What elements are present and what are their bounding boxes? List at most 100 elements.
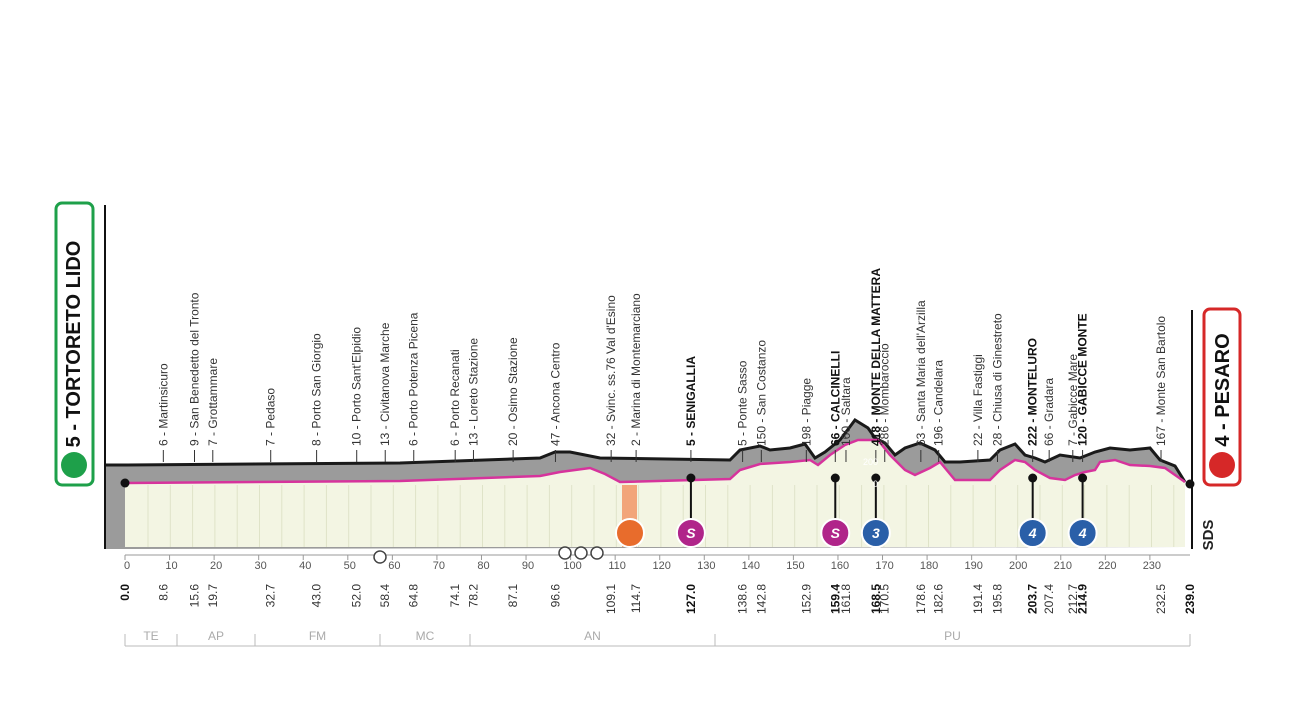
waypoint-name: 22 - Villa Fastiggi <box>971 354 985 446</box>
km-label: 159.4 <box>828 584 842 614</box>
waypoint-name: 2 - Marina di Montemarciano <box>629 293 643 446</box>
km-label: 152.9 <box>799 584 813 614</box>
km-label: 64.8 <box>407 584 421 608</box>
km-label: 52.0 <box>350 584 364 608</box>
region-label: TE <box>143 629 158 643</box>
marker-text: 4 <box>1028 525 1037 541</box>
km-tick-label: 0 <box>124 560 130 572</box>
marker-text: 4 <box>1078 525 1087 541</box>
waypoint-name: 6 - Porto Recanati <box>448 349 462 446</box>
waypoint-name: 198 - Piagge <box>799 378 813 446</box>
altitude-label: 200 <box>863 457 878 467</box>
km-label: 170.5 <box>878 584 892 614</box>
km-tick-label: 150 <box>786 560 804 572</box>
waypoint-name: 418 - MONTE DELLA MATTERA <box>869 268 883 446</box>
tunnel-icon <box>558 546 572 560</box>
waypoint-name: 66 - CALCINELLI <box>828 351 842 446</box>
waypoint-name: 13 - Loreto Stazione <box>466 338 480 446</box>
region-label: FM <box>309 629 326 643</box>
waypoint-name: 10 - Porto Sant'Elpidio <box>350 327 364 446</box>
km-label: 207.4 <box>1042 584 1056 614</box>
km-label: 239.0 <box>1183 584 1197 614</box>
km-tick-label: 200 <box>1009 560 1027 572</box>
km-tick-label: 20 <box>210 560 222 572</box>
marker <box>675 518 706 548</box>
km-label: 78.2 <box>466 584 480 608</box>
waypoint-name: 7 - Grottammare <box>206 358 220 446</box>
km-tick-label: 160 <box>831 560 849 572</box>
start-icon <box>61 452 87 478</box>
km-tick-label: 190 <box>964 560 982 572</box>
km-tick-label: 230 <box>1143 560 1161 572</box>
waypoint-name: 20 - Osimo Stazione <box>506 337 520 446</box>
waypoint-name: 222 - MONTELURO <box>1026 338 1040 446</box>
km-label: 191.4 <box>971 584 985 614</box>
waypoint-name: 9 - San Benedetto del Tronto <box>188 292 202 446</box>
km-tick-label: 130 <box>697 560 715 572</box>
marker-dot <box>871 473 881 483</box>
km-tick-label: 140 <box>742 560 760 572</box>
km-label: 178.6 <box>914 584 928 614</box>
km-label: 195.8 <box>990 584 1004 614</box>
region-label: PU <box>944 629 961 643</box>
km-label: 109.1 <box>604 584 618 614</box>
km-label: 142.8 <box>754 584 768 614</box>
marker-text: S <box>686 525 696 541</box>
km-label: 87.1 <box>506 584 520 608</box>
km-label: 161.8 <box>839 584 853 614</box>
waypoint-name: 28 - Chiusa di Ginestreto <box>990 313 1004 446</box>
waypoint-name: 13 - Civitanova Marche <box>378 322 392 446</box>
km-tick-label: 40 <box>299 560 311 572</box>
km-tick-label: 60 <box>388 560 400 572</box>
finish-box <box>1202 307 1242 487</box>
altitude-label: 0 <box>873 479 878 489</box>
altitude-line <box>124 438 1186 485</box>
region-label: MC <box>416 629 435 643</box>
marker <box>820 518 851 548</box>
km-label: 8.6 <box>156 584 170 601</box>
region-label: AN <box>584 629 601 643</box>
finish-icon <box>1209 452 1235 478</box>
waypoint-name: 150 - San Costanzo <box>754 340 768 446</box>
start-label: 5 - TORTORETO LIDO <box>63 241 85 448</box>
waypoint-name: 6 - Porto Potenza Picena <box>407 312 421 446</box>
profile-base <box>125 440 1185 547</box>
waypoint-name: 196 - Candelara <box>932 360 946 446</box>
waypoint-name: 6 - Martinsicuro <box>156 363 170 446</box>
marker-text: S <box>831 525 841 541</box>
tunnel-icon <box>373 550 387 564</box>
waypoint-name: 286 - Mombaroccio <box>878 343 892 446</box>
km-label: 58.4 <box>378 584 392 608</box>
km-tick-label: 210 <box>1054 560 1072 572</box>
km-tick-label: 70 <box>433 560 445 572</box>
km-label: 214.9 <box>1076 584 1090 614</box>
km-label: 15.6 <box>188 584 202 608</box>
waypoint-name: 47 - Ancona Centro <box>548 342 562 446</box>
km-label: 232.5 <box>1154 584 1168 614</box>
km-tick-label: 50 <box>344 560 356 572</box>
km-tick-label: 90 <box>522 560 534 572</box>
marker <box>860 518 891 548</box>
km-label: 43.0 <box>310 584 324 608</box>
feed-icon <box>615 518 645 548</box>
km-label: 212.7 <box>1066 584 1080 614</box>
marker-text: 3 <box>872 525 880 541</box>
waypoint-name: 32 - Svinc. ss.76 Val d'Esino <box>604 295 618 446</box>
waypoint-name: 120 - GABICCE MONTE <box>1076 313 1090 446</box>
km-tick-label: 80 <box>477 560 489 572</box>
km-label: 182.6 <box>932 584 946 614</box>
km-label: 203.7 <box>1026 584 1040 614</box>
km-label: 96.6 <box>548 584 562 608</box>
km-label: 32.7 <box>264 584 278 608</box>
km-tick-label: 170 <box>875 560 893 572</box>
km-label: 127.0 <box>684 584 698 614</box>
km-label: 114.7 <box>629 584 643 613</box>
waypoint-name: 7 - Pedaso <box>264 388 278 446</box>
km-label: 138.6 <box>736 584 750 614</box>
km-tick-label: 100 <box>563 560 581 572</box>
km-dot <box>1185 479 1195 489</box>
km-dot <box>120 478 130 488</box>
km-tick-label: 30 <box>255 560 267 572</box>
marker-dot <box>1028 473 1038 483</box>
